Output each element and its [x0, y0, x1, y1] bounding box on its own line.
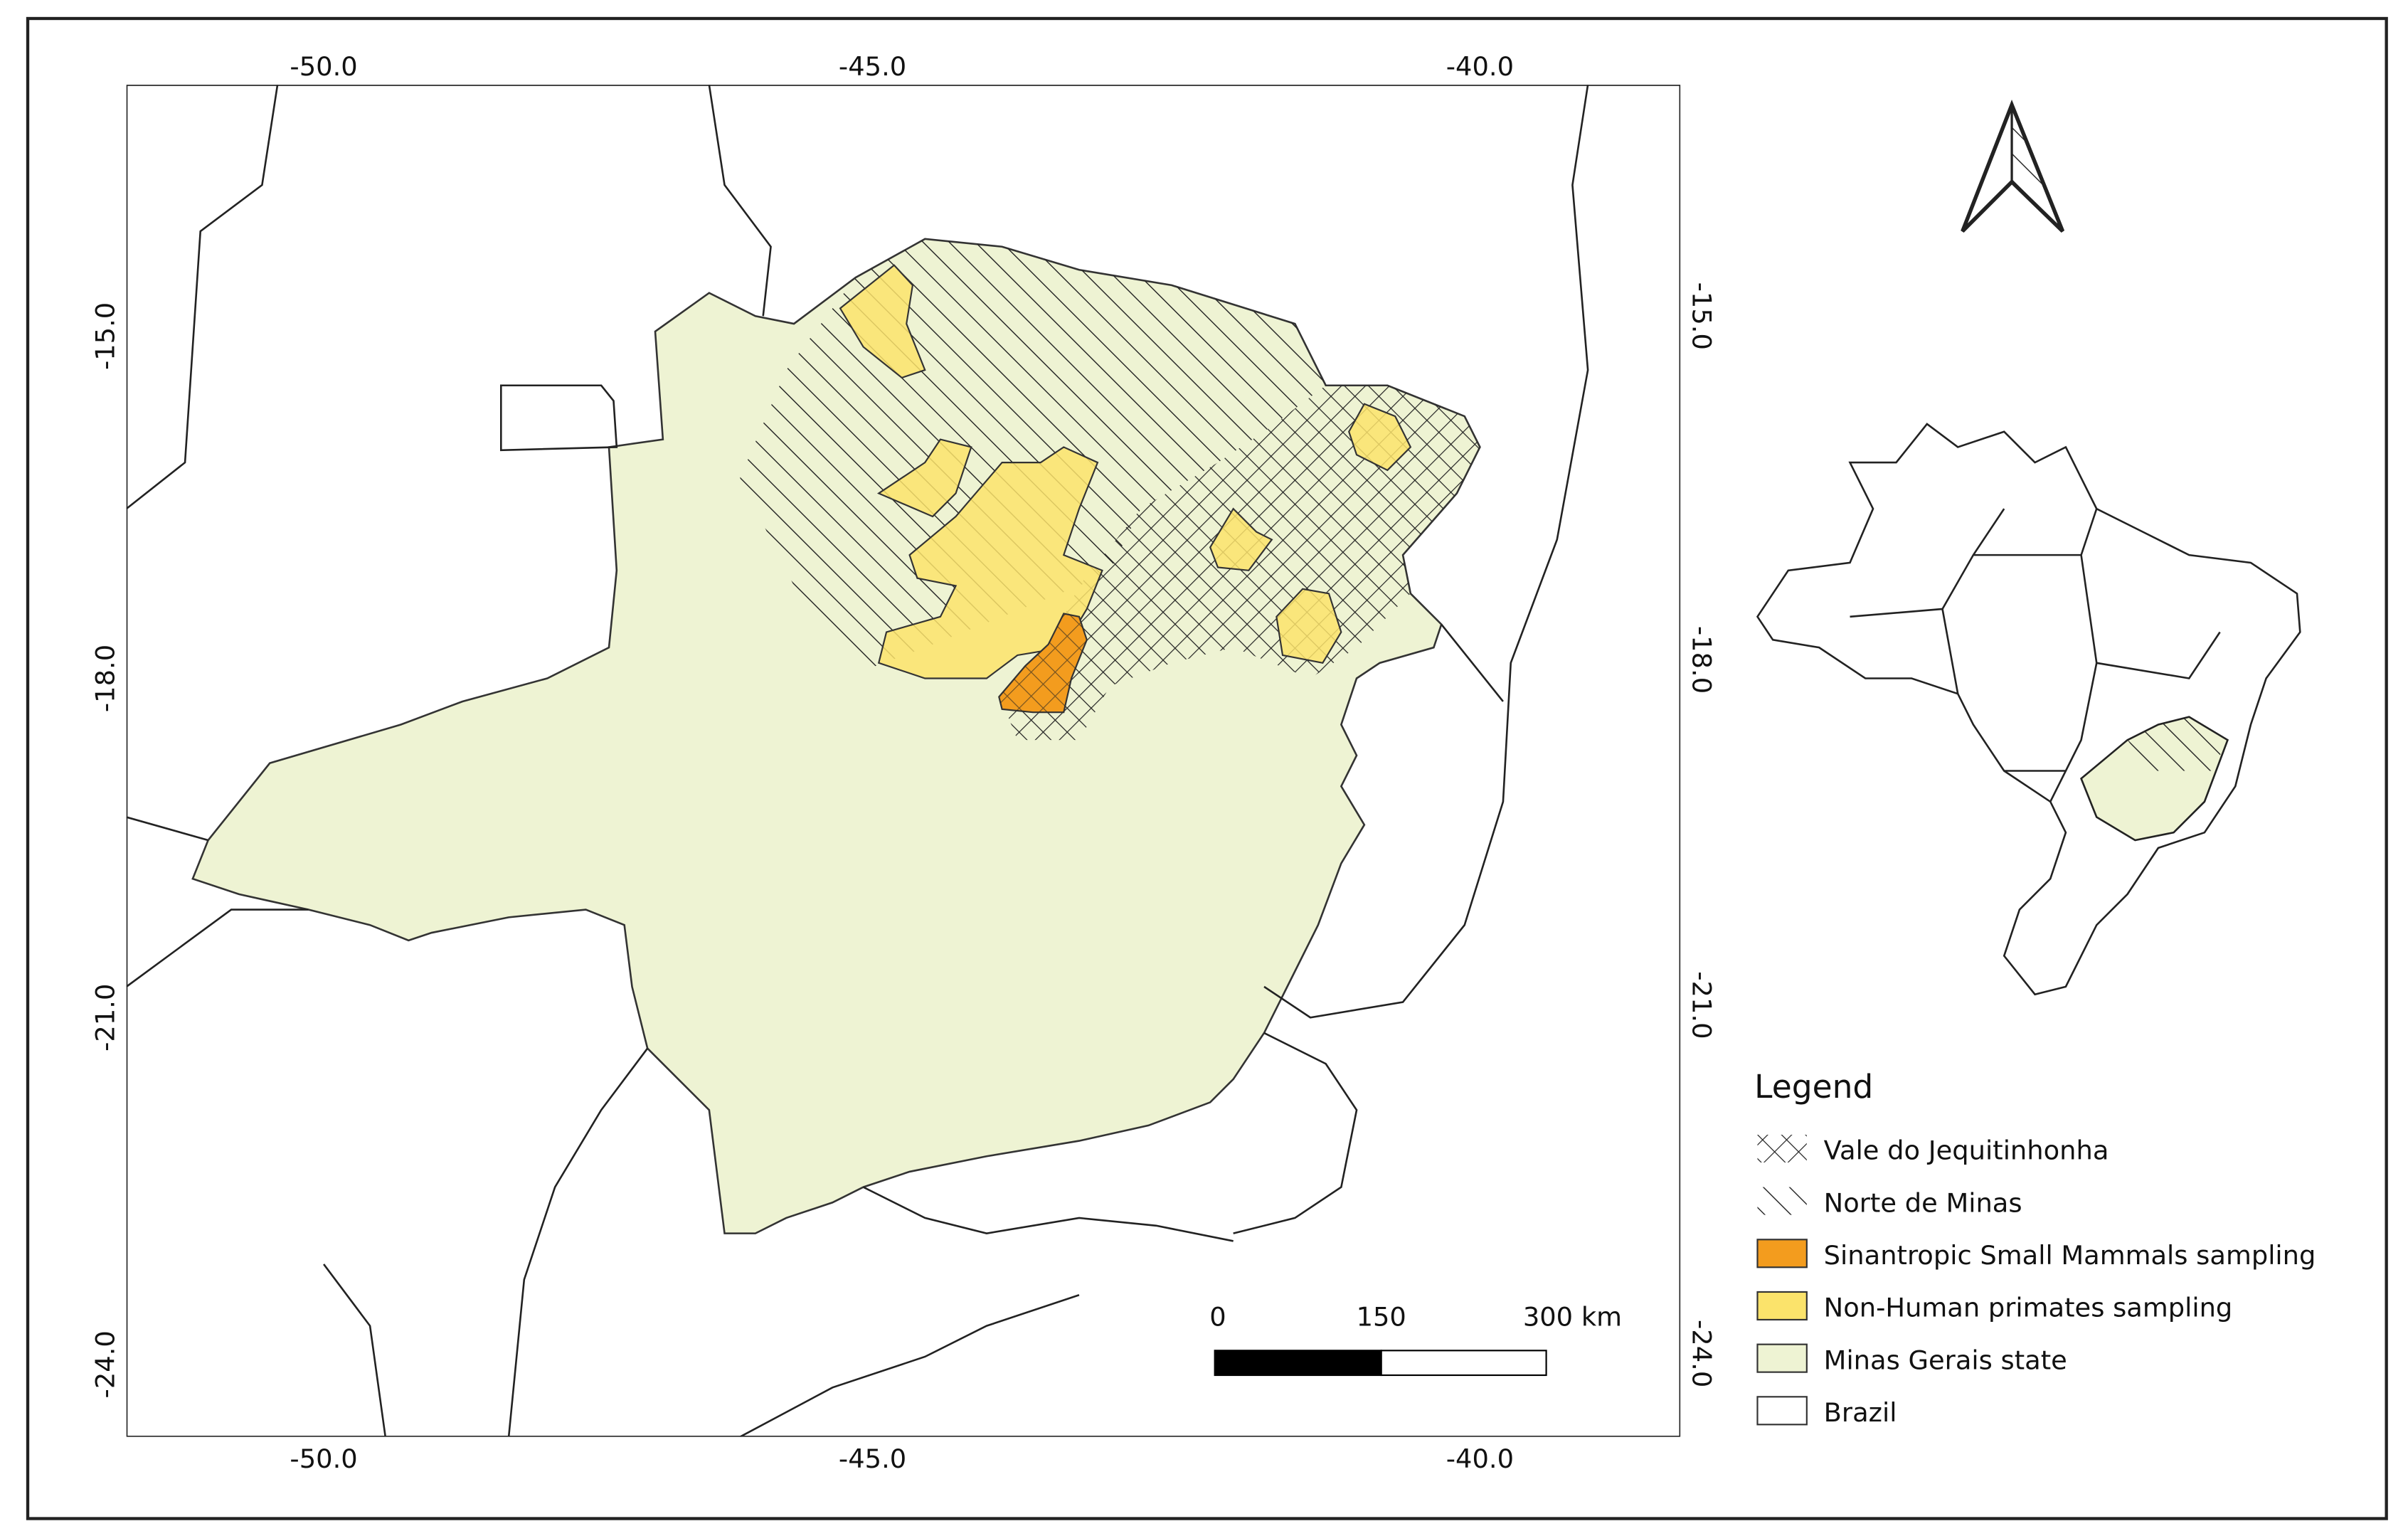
tick-label: -50.0 [290, 51, 357, 82]
legend: Legend Vale do Jequitinhonha Norte de Mi… [1754, 1068, 2316, 1428]
tick-label: -40.0 [1446, 51, 1514, 82]
bottom-ticks: -50.0 -45.0 -40.0 [290, 1444, 1514, 1474]
state-borders [126, 85, 1589, 1437]
scale-label: 300 km [1523, 1302, 1622, 1333]
tick-label: -45.0 [839, 51, 906, 82]
main-map [126, 85, 1681, 1437]
scale-bar: 0 150 300 km [1209, 1302, 1622, 1377]
legend-item: Non-Human primates sampling [1824, 1293, 2233, 1323]
tick-label: -18.0 [1686, 626, 1717, 694]
tick-label: -15.0 [90, 302, 120, 370]
scale-label: 150 [1357, 1302, 1406, 1333]
inset-brazil [1756, 423, 2301, 996]
primate-sampling [839, 264, 1412, 679]
scale-label: 0 [1209, 1302, 1226, 1333]
tick-label: -24.0 [90, 1330, 120, 1398]
tick-label: -15.0 [1686, 282, 1717, 350]
north-arrow [1961, 100, 2065, 233]
legend-item: Norte de Minas [1824, 1187, 2022, 1218]
legend-item: Sinantropic Small Mammals sampling [1824, 1240, 2316, 1271]
legend-item: Brazil [1824, 1397, 1897, 1428]
tick-label: -24.0 [1686, 1320, 1717, 1387]
legend-title: Legend [1754, 1068, 1873, 1106]
tick-label: -21.0 [90, 984, 120, 1052]
legend-item: Vale do Jequitinhonha [1824, 1135, 2109, 1166]
tick-label: -18.0 [90, 645, 120, 712]
tick-label: -50.0 [290, 1444, 357, 1474]
tick-label: -45.0 [839, 1444, 906, 1474]
left-ticks: -15.0 -18.0 -21.0 -24.0 [90, 302, 120, 1399]
legend-item: Minas Gerais state [1824, 1345, 2067, 1375]
right-ticks: -15.0 -18.0 -21.0 -24.0 [1686, 282, 1717, 1388]
top-ticks: -50.0 -45.0 -40.0 [290, 51, 1514, 82]
tick-label: -21.0 [1686, 971, 1717, 1039]
tick-label: -40.0 [1446, 1444, 1514, 1474]
